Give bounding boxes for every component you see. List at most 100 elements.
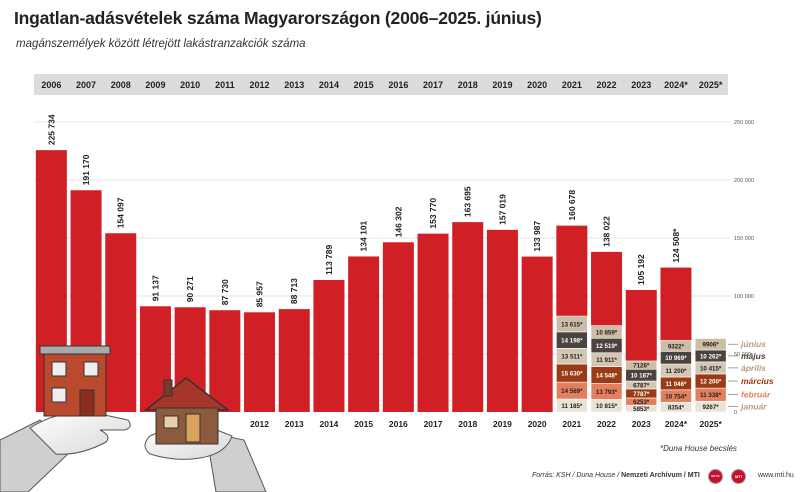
month-legend-label: január [740,402,767,412]
bar-value-label: 124 508* [671,228,681,263]
month-legend-label: május [741,351,766,361]
bar-value-label: 154 097 [116,197,126,228]
houses-hands-illustration [0,345,267,492]
bar-value-label: 138 022 [602,216,612,247]
header-year-label: 2015 [354,80,374,90]
month-segment-label: 6787* [633,382,650,389]
bottom-year-label: 2021 [562,419,581,429]
bar-value-label: 105 192 [636,254,646,285]
bar-value-label: 91 137 [150,275,160,301]
bar-value-label: 90 271 [185,276,195,302]
month-segment-label: 12 200* [700,379,722,386]
month-segment-label: 7126* [633,363,650,370]
header-year-label: 2008 [111,80,131,90]
header-year-label: 2011 [215,80,235,90]
header-year-label: 2019 [492,80,512,90]
bottom-year-label: 2018 [458,419,477,429]
bottom-year-label: 2024* [665,419,688,429]
monthly-stacks: 11 185* 14 569* 15 630* 13 511* 14 198* 13 61… [556,315,727,413]
header-year-labels: 2006 2007 2008 2009 2010 2011 2012 2013 2014 2015… [41,80,723,90]
month-legend: január február március április május június [728,339,774,412]
month-segment-label: 9267* [703,404,720,411]
header-year-label: 2007 [76,80,96,90]
bottom-year-label: 2020 [528,419,547,429]
month-legend-label: június [740,339,766,349]
month-segment-label: 9322* [668,343,685,350]
apartment-house-icon [39,345,111,417]
header-year-label: 2009 [145,80,165,90]
bar [382,242,414,412]
bar-value-label: 160 678 [567,190,577,221]
y-tick-label: 50 000 [734,352,751,358]
bottom-year-label: 2016 [389,419,408,429]
month-legend-label: március [741,376,774,386]
year-header-band [34,74,728,95]
month-segment-label: 5853* [633,406,650,413]
month-segment-label: 14 548* [596,373,618,380]
bottom-year-label: 2012 [250,419,269,429]
month-segment-label: 12 519* [596,343,618,350]
month-segment-label: 10 754* [665,394,687,401]
bar [348,256,380,412]
month-segment-label: 10 815* [596,403,618,410]
y-axis: 0 50 000 100 000 150 000 200 000 250 000 [734,120,754,416]
month-legend-label: április [741,363,766,373]
month-segment-label: 6253* [633,399,650,406]
month-segment-label: 8354* [668,405,685,412]
month-segment-label: 15 630* [561,371,583,378]
month-segment-label: 10 859* [596,329,618,336]
month-segment [660,340,692,352]
mtva-logo-text: MTVA [711,474,720,478]
month-segment-label: 14 198* [561,338,583,345]
y-tick-label: 200 000 [734,178,754,184]
month-segment-label: 11 911* [596,357,617,364]
footer-source: Forrás: KSH / Duna House / Nemzeti Archí… [532,472,700,479]
footer-source-bold: Nemzeti Archívum / MTI [621,472,700,479]
bottom-year-label: 2017 [424,419,443,429]
month-segment-label: 10 415* [700,365,722,372]
header-year-label: 2013 [284,80,304,90]
month-segment-label: 10 262* [700,353,722,360]
mtva-logo: MTVA [708,469,723,484]
month-segment-label: 9906* [703,342,720,349]
bar [486,229,518,412]
family-house-icon [143,377,231,445]
chart-title: Ingatlan-adásvételek száma Magyarországo… [14,8,542,28]
header-year-label: 2024* [664,80,688,90]
y-tick-label: 250 000 [734,120,754,126]
estimate-note: *Duna House becslés [660,444,737,453]
bar [278,309,310,412]
bar [105,233,137,412]
month-segment [694,338,727,351]
month-segment [556,315,588,333]
bar-value-label: 87 730 [220,279,230,305]
header-year-label: 2016 [388,80,408,90]
month-segment-label: 14 569* [561,388,583,395]
y-tick-label: 150 000 [734,236,754,242]
month-segment-label: 10 187* [631,373,653,380]
bar [521,256,553,412]
bar-value-label: 146 302 [393,206,403,237]
month-segment-label: 7787* [633,391,650,398]
bar [313,280,345,412]
footer-website: www.mti.hu [758,472,794,479]
month-segment [590,325,623,339]
bottom-year-label: 2015 [354,419,373,429]
month-segment-label: 13 615* [561,321,583,328]
chart-subtitle: magánszemélyek között létrejött lakástra… [16,38,306,50]
bar-value-label: 163 695 [463,186,473,217]
month-segment-label: 13 793* [596,389,618,396]
month-segment [625,360,658,370]
header-year-label: 2006 [41,80,61,90]
y-tick-label: 100 000 [734,294,754,300]
bar-value-label: 225 734 [46,114,56,145]
month-segment-label: 11 046* [665,381,687,388]
header-year-label: 2022 [597,80,617,90]
value-labels: 225 734 191 170 154 097 91 137 90 271 87 730 8… [46,114,681,307]
month-segment-label: 11 200* [665,368,687,375]
bar-value-label: 153 770 [428,198,438,229]
month-segment-label: 13 511* [561,354,583,361]
mti-logo: MTI [731,469,746,484]
month-segment-label: 11 338* [700,392,722,399]
